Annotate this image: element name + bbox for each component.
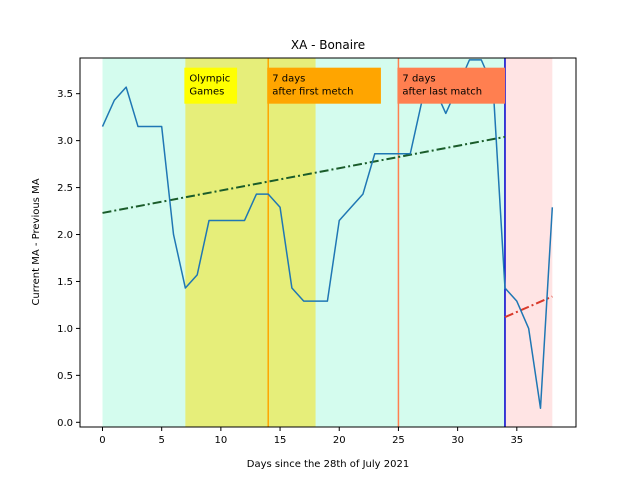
y-tick-label-0: 0.0 <box>57 418 73 429</box>
x-tick-label-1: 5 <box>158 435 164 446</box>
y-tick-label-2: 1.0 <box>57 324 73 335</box>
annotation-text-1-0: 7 days <box>272 74 305 85</box>
annotation-box-0 <box>184 67 238 104</box>
y-tick-label-5: 2.5 <box>57 183 73 194</box>
x-tick-label-2: 10 <box>215 435 228 446</box>
annotation-text-0-1: Games <box>189 87 224 98</box>
annotation-text-1-1: after first metch <box>272 87 353 98</box>
chart-title: XA - Bonaire <box>291 38 365 52</box>
x-tick-label-6: 30 <box>451 435 464 446</box>
y-tick-label-3: 1.5 <box>57 277 73 288</box>
annotation-box-1 <box>267 67 381 104</box>
annotation-text-2-1: after last match <box>402 87 482 98</box>
annotation-0: Olympic Games <box>184 67 238 104</box>
annotation-text-2-0: 7 days <box>402 74 435 85</box>
y-tick-label-1: 0.5 <box>57 371 73 382</box>
y-tick-label-6: 3.0 <box>57 136 73 147</box>
shaded-region-1 <box>185 58 316 427</box>
x-tick-label-3: 15 <box>274 435 287 446</box>
trend-line-1 <box>504 295 553 319</box>
plot-frame <box>79 57 577 428</box>
x-tick-label-5: 25 <box>392 435 405 446</box>
x-tick-label-0: 0 <box>99 435 105 446</box>
y-tick-label-4: 2.0 <box>57 230 73 241</box>
x-tick-label-4: 20 <box>333 435 346 446</box>
annotation-2: 7 days after last match <box>397 67 506 104</box>
x-axis-ticks: 0 5 10 15 20 25 30 35 <box>99 427 523 446</box>
series-line-0 <box>101 59 554 409</box>
x-axis-label: Days since the 28th of July 2021 <box>247 459 409 470</box>
annotation-text-0-0: Olympic <box>189 74 230 85</box>
shaded-region-2 <box>504 58 553 427</box>
y-tick-label-7: 3.5 <box>57 89 73 100</box>
y-axis-ticks: 0.0 0.5 1.0 1.5 2.0 2.5 3.0 3.5 <box>57 89 80 429</box>
annotation-box-2 <box>397 67 506 104</box>
annotation-1: 7 days after first metch <box>267 67 381 104</box>
data-series <box>101 59 554 409</box>
y-axis-label: Current MA - Previous MA <box>31 178 42 305</box>
shaded-regions <box>102 58 553 427</box>
x-tick-label-7: 35 <box>510 435 523 446</box>
vertical-marker-lines <box>267 58 506 427</box>
